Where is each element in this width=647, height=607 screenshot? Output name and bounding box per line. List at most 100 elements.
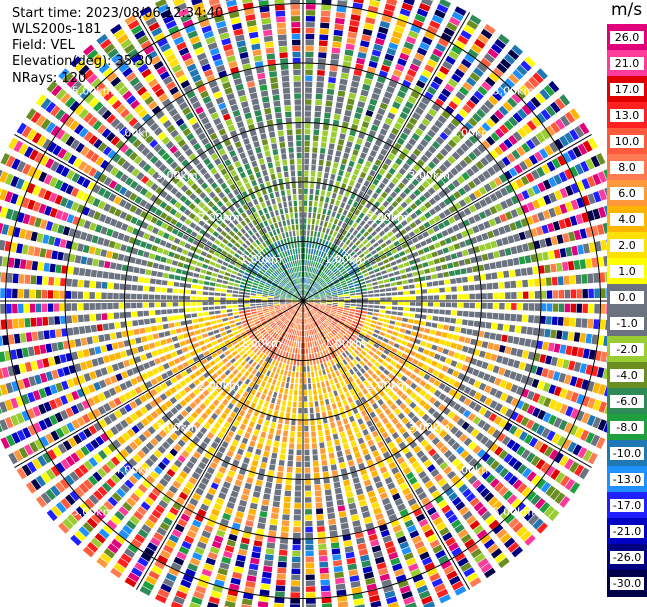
velocity-gate — [304, 396, 308, 402]
velocity-gate — [189, 401, 197, 409]
velocity-gate — [549, 141, 559, 153]
velocity-gate — [317, 526, 325, 532]
velocity-gate — [253, 318, 260, 323]
velocity-gate — [397, 263, 404, 269]
velocity-gate — [498, 313, 505, 321]
velocity-gate — [376, 562, 387, 570]
velocity-gate — [306, 318, 309, 324]
velocity-gate — [240, 494, 249, 501]
velocity-gate — [312, 212, 316, 219]
velocity-gate — [431, 156, 440, 165]
velocity-gate — [366, 384, 373, 392]
velocity-gate — [307, 292, 311, 297]
velocity-gate — [537, 182, 546, 193]
velocity-gate — [265, 395, 271, 402]
velocity-gate — [441, 482, 451, 492]
velocity-gate — [226, 594, 237, 603]
velocity-gate — [417, 409, 426, 418]
velocity-gate — [591, 257, 598, 268]
velocity-gate — [308, 299, 315, 301]
velocity-gate — [257, 473, 265, 481]
velocity-gate — [370, 539, 380, 547]
velocity-gate — [307, 272, 309, 278]
velocity-gate — [313, 135, 319, 142]
velocity-gate — [206, 431, 215, 440]
velocity-gate — [499, 379, 508, 389]
velocity-gate — [354, 257, 360, 262]
velocity-gate — [221, 556, 232, 565]
velocity-gate — [334, 108, 342, 115]
velocity-gate — [569, 129, 580, 141]
velocity-gate — [290, 322, 294, 328]
velocity-gate — [316, 213, 321, 220]
velocity-gate — [387, 205, 395, 212]
velocity-gate — [379, 128, 388, 136]
velocity-gate — [434, 168, 443, 177]
velocity-gate — [255, 371, 261, 378]
velocity-gate — [244, 363, 250, 370]
velocity-gate — [319, 332, 324, 338]
velocity-gate — [317, 277, 322, 283]
velocity-gate — [345, 391, 351, 398]
velocity-gate — [355, 289, 362, 293]
velocity-gate — [43, 401, 52, 412]
velocity-gate — [564, 458, 574, 470]
velocity-gate — [322, 130, 329, 137]
velocity-gate — [283, 394, 288, 401]
velocity-gate — [462, 510, 473, 521]
velocity-gate — [306, 242, 309, 248]
velocity-gate — [348, 415, 355, 423]
velocity-gate — [411, 58, 422, 67]
velocity-gate — [209, 360, 216, 367]
velocity-gate — [220, 373, 227, 380]
velocity-gate — [407, 183, 415, 191]
velocity-gate — [128, 475, 138, 485]
velocity-gate — [305, 544, 314, 551]
velocity-gate — [508, 517, 520, 529]
velocity-gate — [572, 444, 582, 456]
velocity-gate — [319, 375, 324, 382]
velocity-gate — [365, 202, 372, 209]
velocity-gate — [438, 403, 446, 412]
velocity-gate — [309, 254, 313, 261]
velocity-gate — [366, 330, 373, 336]
velocity-gate — [244, 309, 251, 313]
velocity-gate — [318, 394, 323, 401]
velocity-gate — [373, 289, 380, 293]
velocity-gate — [409, 307, 416, 312]
velocity-gate — [211, 540, 222, 549]
velocity-gate — [281, 363, 286, 370]
velocity-gate — [303, 306, 305, 313]
velocity-gate — [332, 302, 338, 305]
velocity-gate — [545, 316, 552, 325]
velocity-gate — [492, 429, 501, 439]
velocity-gate — [392, 209, 399, 217]
velocity-gate — [250, 304, 256, 306]
velocity-gate — [303, 348, 306, 354]
velocity-gate — [270, 422, 276, 429]
velocity-gate — [539, 443, 549, 454]
velocity-gate — [261, 320, 267, 325]
velocity-gate — [349, 575, 360, 582]
velocity-gate — [345, 364, 351, 370]
velocity-gate — [263, 324, 270, 329]
velocity-gate — [386, 85, 395, 94]
velocity-gate — [340, 468, 348, 475]
velocity-gate — [524, 255, 532, 264]
velocity-gate — [569, 317, 576, 327]
velocity-gate — [317, 286, 322, 291]
velocity-gate — [300, 312, 302, 319]
velocity-gate — [36, 317, 43, 327]
velocity-gate — [335, 200, 341, 207]
velocity-gate — [70, 404, 80, 415]
velocity-gate — [236, 372, 243, 379]
velocity-gate — [392, 385, 399, 393]
velocity-gate — [286, 472, 293, 479]
velocity-gate — [348, 502, 357, 510]
velocity-gate — [268, 336, 273, 342]
velocity-gate — [558, 419, 568, 431]
velocity-gate — [315, 346, 319, 352]
velocity-gate — [261, 361, 267, 368]
velocity-gate — [275, 320, 281, 325]
velocity-gate — [556, 436, 567, 447]
